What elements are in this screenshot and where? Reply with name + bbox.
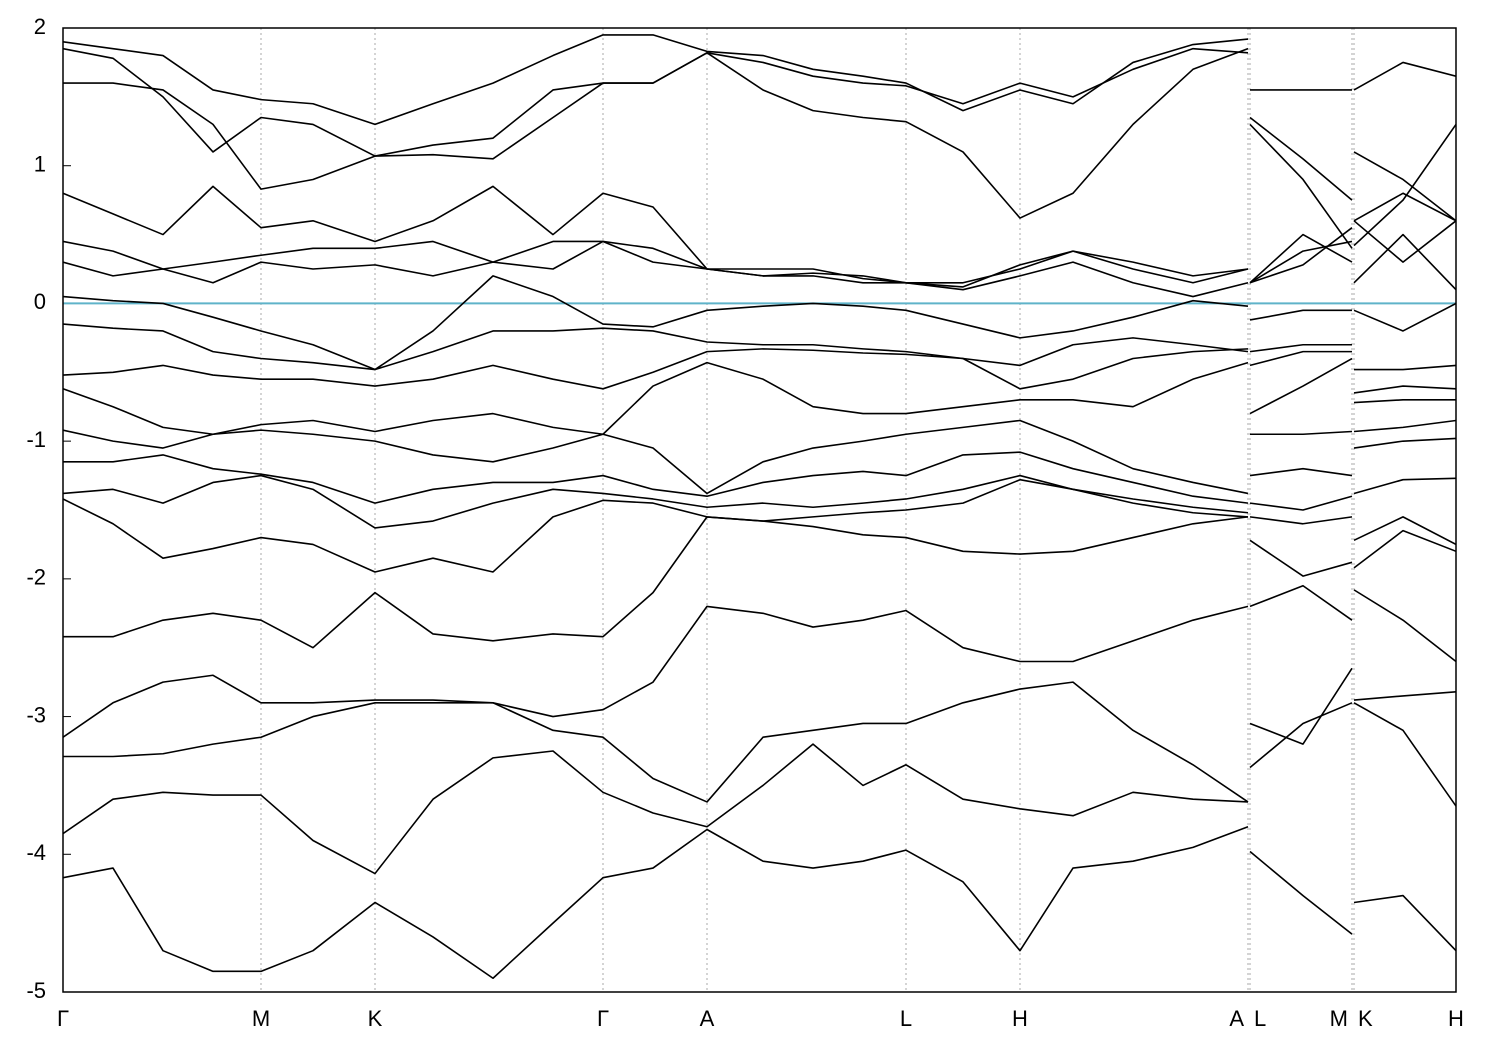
x-tick-label: K [368,1006,383,1031]
x-tick-label: A [700,1006,715,1031]
y-tick-label: -3 [26,702,46,727]
x-tick-label: L [1254,1006,1266,1031]
band-line [63,478,1456,573]
band-line [63,584,1456,738]
x-tick-label: A [1229,1006,1244,1031]
band-line [63,516,1456,649]
x-tick-label: M [1330,1006,1348,1031]
y-tick-label: -5 [26,978,46,1003]
y-tick-label: 2 [34,14,46,39]
band-line [63,419,1456,495]
band-line [63,357,1456,436]
band-line [63,437,1456,504]
bands [63,34,1456,980]
band-line [63,275,1456,371]
x-tick-label: M [252,1006,270,1031]
band-line [63,323,1456,390]
x-tick-label: L [900,1006,912,1031]
x-tick-label: H [1448,1006,1464,1031]
band-line [63,667,1456,803]
x-tick-label: Γ [57,1006,69,1031]
band-line [63,825,1456,980]
y-tick-label: 0 [34,289,46,314]
y-tick-label: -2 [26,565,46,590]
y-tick-label: -1 [26,427,46,452]
band-line [63,702,1456,875]
band-line [63,220,1456,288]
x-tick-label: Γ [597,1006,609,1031]
band-line [63,34,1456,126]
x-tick-label: K [1358,1006,1373,1031]
band-line [63,337,1456,394]
band-line [63,47,1456,247]
plot-frame [62,27,1457,993]
y-tick-label: -4 [26,840,46,865]
band-line [63,185,1456,284]
band-line [63,233,1456,298]
band-line [63,474,1456,529]
x-tick-label: H [1012,1006,1028,1031]
y-tick-label: 1 [34,152,46,177]
